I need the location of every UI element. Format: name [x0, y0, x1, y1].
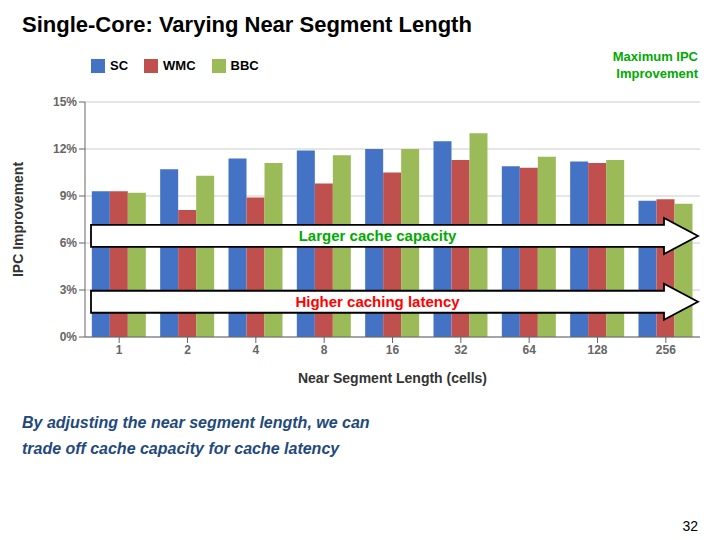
svg-text:0%: 0%	[60, 330, 78, 344]
html-text:32: 32	[682, 518, 698, 534]
svg-text:64: 64	[522, 343, 536, 357]
svg-text:3%: 3%	[60, 283, 78, 297]
svg-text:1: 1	[116, 343, 123, 357]
html-text:Maximum IPC Improvement: Maximum IPC Improvement	[612, 49, 698, 81]
svg-text:9%: 9%	[60, 189, 78, 203]
svg-text:16: 16	[386, 343, 400, 357]
svg-text:15%: 15%	[53, 95, 77, 109]
html-text:Single-Core: Varying Near Segm: Single-Core: Varying Near Segment Length	[22, 12, 472, 37]
svg-text:12%: 12%	[53, 142, 77, 156]
svg-text:Larger cache capacity: Larger cache capacity	[299, 227, 457, 244]
svg-text:6%: 6%	[60, 236, 78, 250]
html-text:SC: SC	[110, 58, 129, 73]
html-text:By adjusting the near segment: By adjusting the near segment length, we…	[22, 414, 370, 457]
svg-text:256: 256	[656, 343, 676, 357]
svg-text:4: 4	[252, 343, 259, 357]
svg-text:8: 8	[321, 343, 328, 357]
svg-text:128: 128	[587, 343, 607, 357]
svg-text:2: 2	[184, 343, 191, 357]
svg-text:Higher caching latency: Higher caching latency	[295, 293, 460, 310]
html-text:WMC: WMC	[163, 58, 196, 73]
svg-text:32: 32	[454, 343, 468, 357]
svg-text:Near Segment Length (cells): Near Segment Length (cells)	[298, 370, 487, 386]
svg-text:IPC Improvement: IPC Improvement	[10, 162, 26, 277]
html-text:BBC: BBC	[230, 58, 259, 73]
